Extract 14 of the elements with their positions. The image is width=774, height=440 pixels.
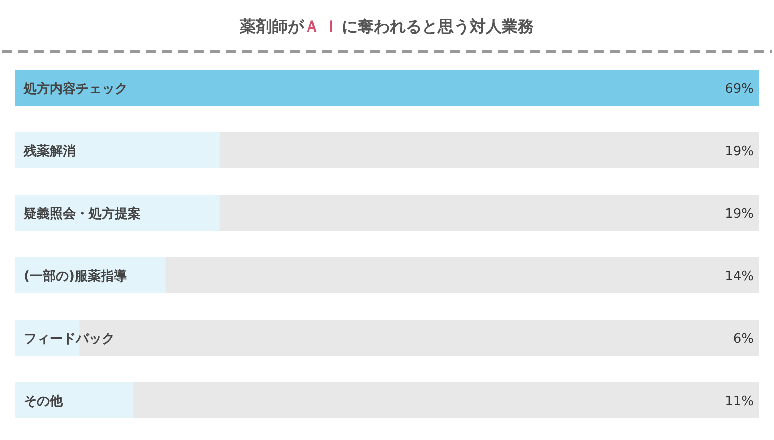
y-tick-label: 残薬解消 bbox=[23, 144, 76, 160]
y-tick-label: その他 bbox=[24, 394, 64, 410]
bar bbox=[15, 382, 134, 418]
y-tick-label: 疑義照会・処方提案 bbox=[23, 206, 141, 222]
y-tick-label: 処方内容チェック bbox=[23, 81, 128, 97]
chart-title: 薬剤師がＡＩに奪われると思う対人業務 bbox=[239, 17, 535, 36]
data-label: 19% bbox=[725, 144, 754, 160]
data-label: 19% bbox=[725, 207, 754, 222]
y-tick-label: フィードバック bbox=[24, 332, 115, 347]
data-label: 69% bbox=[725, 82, 754, 97]
data-label: 11% bbox=[725, 394, 754, 410]
data-label: 6% bbox=[733, 332, 754, 347]
y-tick-label: (一部の)服薬指導 bbox=[24, 268, 128, 284]
data-label: 14% bbox=[725, 270, 754, 284]
